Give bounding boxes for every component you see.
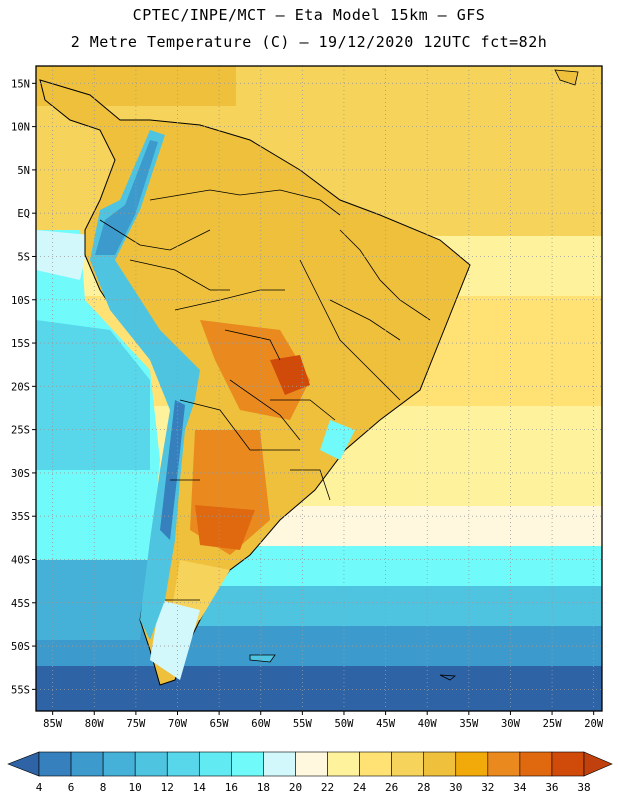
map-title-line2: 2 Metre Temperature (C) – 19/12/2020 12U… [70,33,548,51]
legend-swatch [455,751,489,777]
legend-label: 4 [36,781,43,794]
legend-label: 36 [545,781,558,794]
pacific-south-zone [36,560,150,640]
lat-label: 40S [11,554,30,566]
legend-swatch [519,751,553,777]
legend-arrow-right [583,751,613,777]
legend-swatch [70,751,104,777]
pantanal-hot-spot [270,355,310,395]
andes-south-ridge [160,400,185,540]
latitude-axis: 15N 10N 5N EQ 5S 10S 15S 20S 25S 30S 35S 40S 45S 50S 5… [11,78,36,696]
caribbean-islands [554,69,579,86]
lon-label: 20W [584,718,604,730]
legend-label: 24 [353,781,367,794]
legend-swatch [231,751,264,777]
lon-label: 30W [501,718,521,730]
lon-label: 35W [459,718,479,730]
lat-label: 30S [11,468,30,480]
lat-label: 35S [11,511,30,523]
color-legend: 4 6 8 10 12 14 16 18 20 22 24 26 28 30 32 34 36 38 [7,751,613,794]
map-layers [36,66,602,711]
legend-label: 16 [225,781,238,794]
south-patagonia-cool [150,600,200,680]
legend-swatch [102,751,136,777]
legend-swatch [134,751,168,777]
legend-swatch [359,751,392,777]
lon-label: 65W [210,718,230,730]
lat-label: EQ [17,208,30,220]
lon-label: 40W [418,718,438,730]
lat-label: 10N [11,122,30,134]
legend-label: 12 [161,781,174,794]
map-frame [35,65,603,712]
legend-label: 6 [68,781,75,794]
lat-label: 5S [17,251,30,263]
legend-arrow-left [7,751,40,777]
legend-swatch [166,751,200,777]
country-borders [99,189,431,601]
legend-label: 22 [321,781,334,794]
lat-label: 15S [11,338,30,350]
ocean-southern [36,666,602,711]
patagonia-warm [170,560,230,620]
temperature-map: 15N 10N 5N EQ 5S 10S 15S 20S 25S 30S 35S 40S 45S 50S 5… [11,65,604,730]
legend-swatch [38,751,72,777]
legend-label: 34 [513,781,527,794]
pacific-eq-zone [36,230,90,280]
south-georgia-island [439,674,457,681]
longitude-axis: 85W 80W 75W 70W 65W 60W 55W 50W 45W 40W 35W 30W 25W 2… [43,711,604,730]
lat-label: 55S [11,684,30,696]
lon-label: 80W [85,718,105,730]
legend-label: 20 [289,781,302,794]
lon-label: 45W [376,718,396,730]
lon-label: 50W [334,718,354,730]
lat-label: 50S [11,641,30,653]
lon-label: 75W [126,718,146,730]
lon-label: 60W [251,718,271,730]
legend-label: 8 [100,781,107,794]
legend-label: 26 [385,781,398,794]
legend-swatch [198,751,232,777]
lon-label: 55W [293,718,313,730]
legend-label: 32 [481,781,494,794]
legend-swatch [327,751,360,777]
legend-label: 28 [417,781,430,794]
falkland-islands [249,654,276,663]
lon-label: 70W [168,718,188,730]
lat-label: 15N [11,78,30,90]
lat-label: 10S [11,295,30,307]
central-hot-zone [200,320,310,420]
lon-label: 85W [43,718,63,730]
legend-swatch [487,751,521,777]
legend-swatch [295,751,328,777]
legend-swatch [391,751,425,777]
legend-label: 10 [129,781,142,794]
legend-label: 38 [577,781,590,794]
lat-label: 20S [11,381,30,393]
lat-label: 5N [17,165,30,177]
map-title-line1: CPTEC/INPE/MCT – Eta Model 15km – GFS [132,6,486,24]
lat-label: 25S [11,425,30,437]
legend-swatch [551,751,585,777]
pacific-cold-zone [36,320,150,470]
lon-label: 25W [543,718,563,730]
legend-swatch [263,751,296,777]
lat-label: 45S [11,598,30,610]
legend-swatch [423,751,457,777]
legend-label: 14 [193,781,207,794]
legend-label: 30 [449,781,462,794]
legend-label: 18 [257,781,270,794]
